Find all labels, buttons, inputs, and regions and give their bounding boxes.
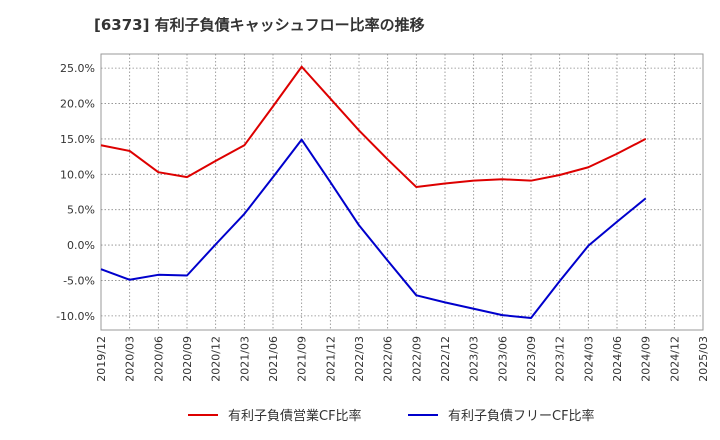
x-axis: 2019/12 2020/03 2020/06 2020/09 2020/12 2021/…: [95, 336, 710, 382]
y-tick-label: 5.0%: [67, 204, 95, 217]
legend-label-free-cf: 有利子負債フリーCF比率: [448, 408, 595, 424]
x-tick-label: 2020/06: [152, 336, 165, 382]
x-tick-label: 2020/09: [181, 336, 194, 382]
x-tick-label: 2024/12: [668, 336, 681, 382]
x-tick-label: 2024/03: [582, 336, 595, 382]
x-tick-label: 2020/03: [124, 336, 137, 382]
series-line-0: [100, 65, 647, 189]
plot-area: [100, 53, 704, 331]
x-tick-label: 2019/12: [95, 336, 108, 382]
x-tick-label: 2022/09: [410, 336, 423, 382]
series-lines: [100, 65, 647, 319]
x-tick-label: 2021/12: [324, 336, 337, 382]
y-tick-label: -5.0%: [63, 274, 95, 287]
y-tick-label: 10.0%: [60, 168, 95, 181]
y-tick-label: 15.0%: [60, 133, 95, 146]
y-tick-label: 20.0%: [60, 98, 95, 111]
x-tick-label: 2022/06: [382, 336, 395, 382]
x-tick-label: 2023/09: [525, 336, 538, 382]
x-tick-label: 2023/12: [554, 336, 567, 382]
x-tick-label: 2021/06: [267, 336, 280, 382]
x-tick-label: 2024/09: [640, 336, 653, 382]
y-tick-label: 25.0%: [60, 62, 95, 75]
x-tick-label: 2020/12: [210, 336, 223, 382]
x-tick-label: 2025/03: [697, 336, 710, 382]
x-tick-label: 2023/06: [496, 336, 509, 382]
y-tick-label: -10.0%: [56, 310, 95, 323]
legend: 有利子負債営業CF比率 有利子負債フリーCF比率: [188, 408, 595, 424]
x-tick-label: 2023/03: [468, 336, 481, 382]
x-tick-label: 2022/03: [353, 336, 366, 382]
chart-title: [6373] 有利子負債キャッシュフロー比率の推移: [94, 16, 425, 34]
legend-label-operating-cf: 有利子負債営業CF比率: [228, 408, 362, 424]
x-tick-label: 2024/06: [611, 336, 624, 382]
x-tick-label: 2021/03: [238, 336, 251, 382]
x-tick-label: 2021/09: [296, 336, 309, 382]
series-line-1: [100, 138, 647, 319]
y-axis: 25.0% 20.0% 15.0% 10.0% 5.0% 0.0% -5.0% -10.0%: [56, 62, 95, 323]
y-tick-label: 0.0%: [67, 239, 95, 252]
x-tick-label: 2022/12: [439, 336, 452, 382]
